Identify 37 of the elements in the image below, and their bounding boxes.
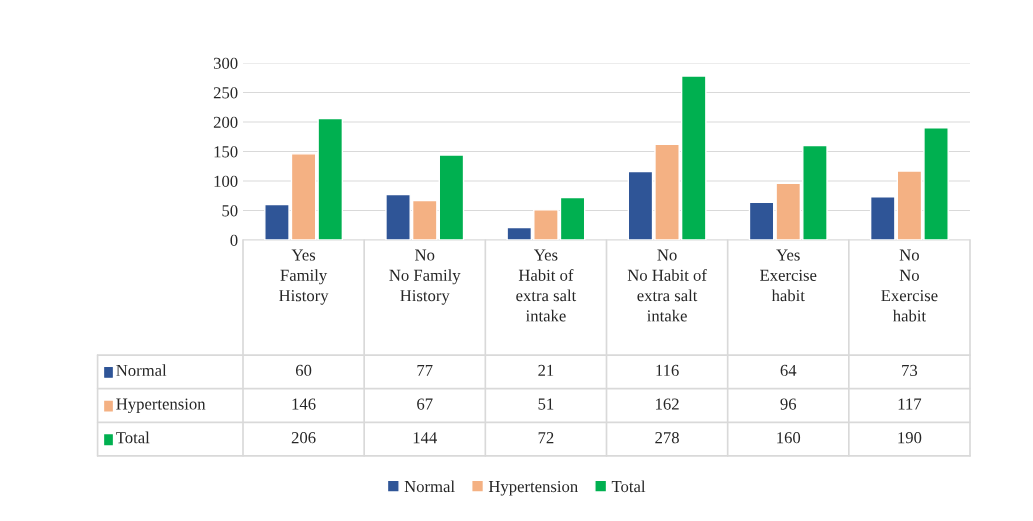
data-label: 144 [413,432,437,444]
data-label: 60 [295,364,312,377]
data-label: 206 [291,432,316,444]
data-label: 278 [655,432,679,444]
x-tick-label: No No Family History [389,249,461,305]
data-label: 51 [538,398,554,410]
data-label: 190 [898,432,922,444]
y-tick-label: 50 [222,205,238,217]
data-label: 162 [656,398,679,410]
x-tick-label: No No Exercise habit [881,249,938,322]
data-label: 146 [292,398,316,410]
text: Total [116,431,150,444]
data-label: 77 [417,364,433,376]
data-label: 96 [780,398,797,410]
text: Normal [404,480,455,493]
data-label: 64 [780,364,797,377]
y-tick-label: 0 [230,234,238,246]
data-label: 72 [538,432,554,444]
data-label: 160 [777,432,801,444]
y-tick-label: 100 [214,175,238,187]
y-tick-label: 200 [213,116,238,128]
x-tick-label: Yes Exercise habit [760,249,817,302]
x-tick-label: No No Habit of extra salt intake [627,249,707,322]
data-label: 116 [656,364,679,377]
y-tick-label: 300 [213,57,238,69]
x-tick-label: Yes Habit of extra salt intake [516,249,577,322]
x-tick-label: Yes Family History [279,249,329,305]
data-label: 21 [538,364,554,376]
data-label: 117 [898,398,922,410]
data-label: 73 [902,364,918,377]
legend-label: Normal [116,364,167,377]
legend-label: Hypertension [116,398,206,414]
legend-label: Total [611,480,646,493]
y-tick-label: 150 [214,146,238,158]
data-label: 67 [417,398,433,410]
text: Hypertension [488,480,578,496]
y-tick-label: 250 [213,87,238,99]
